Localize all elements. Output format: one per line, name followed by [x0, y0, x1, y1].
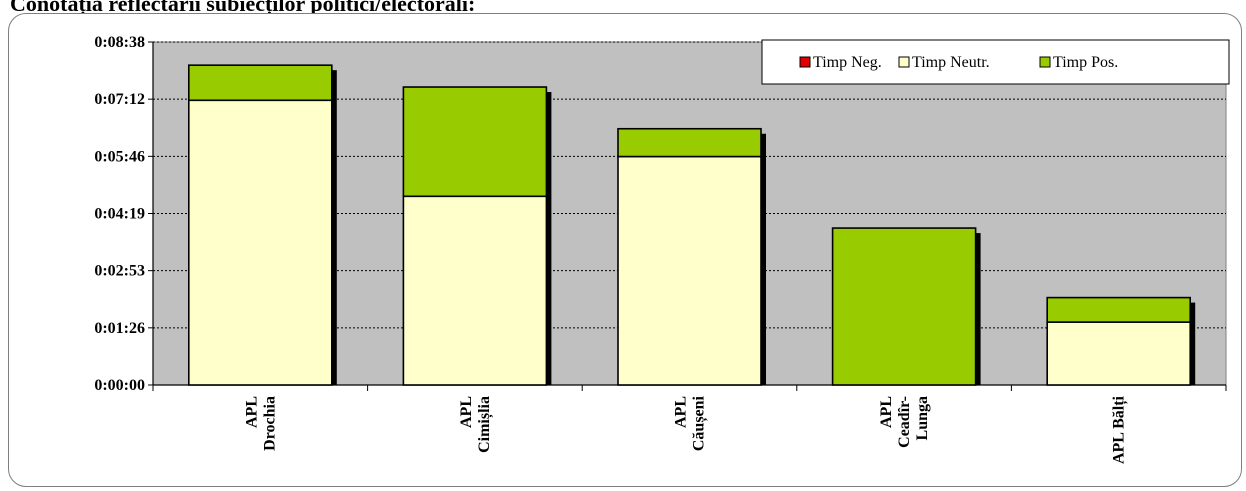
y-tick-label: 0:04:19 [94, 206, 145, 223]
y-tick-label: 0:02:53 [94, 263, 145, 280]
bar-timp-pos [402, 86, 548, 198]
y-tick-label: 0:05:46 [94, 148, 145, 165]
legend-label: Timp Pos. [1053, 54, 1118, 71]
legend-label: Timp Neg. [813, 54, 882, 71]
y-tick-label: 0:07:12 [94, 91, 145, 108]
y-tick-label: 0:00:00 [94, 377, 145, 394]
y-tick-label: 0:08:38 [94, 34, 145, 51]
x-category-label: APLDrochia [243, 396, 278, 451]
y-tick-label: 0:01:26 [94, 320, 145, 337]
legend-swatch [799, 56, 811, 68]
x-category-label: APLCeadîr-Lunga [878, 396, 931, 448]
bar-timp-pos [188, 64, 333, 102]
bar-timp-pos [617, 127, 762, 158]
legend-label: Timp Neutr. [912, 54, 990, 71]
legend-swatch [898, 56, 910, 68]
bar-timp-neutr [1046, 321, 1191, 386]
x-category-label: APL Bălți [1111, 395, 1129, 464]
legend-box [761, 39, 1230, 85]
legend-swatch [1039, 56, 1051, 68]
bar-timp-pos [1046, 296, 1191, 323]
chart-title: Conotația reflectării subiecților politi… [10, 0, 476, 16]
bar-timp-pos [831, 227, 977, 386]
bar-timp-neutr [617, 155, 762, 386]
bar-timp-neutr [188, 99, 333, 386]
x-category-label: APLCăușeni [673, 395, 709, 451]
x-category-label: APLCimișlia [458, 396, 494, 453]
bar-timp-neutr [402, 195, 548, 386]
